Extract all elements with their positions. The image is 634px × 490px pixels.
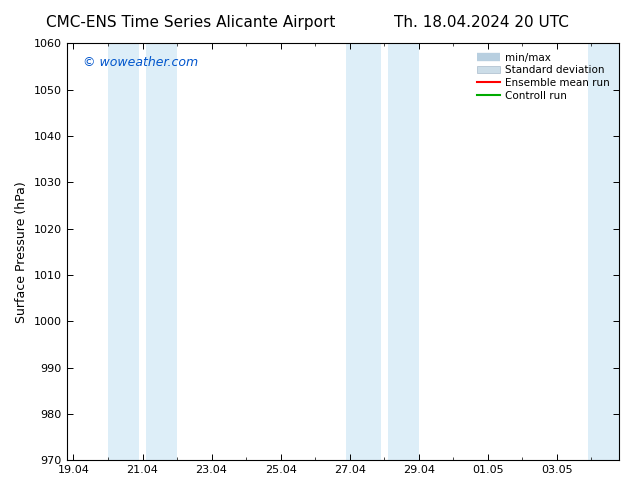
Bar	[387, 44, 418, 460]
Bar	[588, 44, 626, 460]
Bar	[346, 44, 381, 460]
Bar	[108, 44, 139, 460]
Legend: min/max, Standard deviation, Ensemble mean run, Controll run: min/max, Standard deviation, Ensemble me…	[472, 49, 614, 105]
Bar	[146, 44, 177, 460]
Text: Th. 18.04.2024 20 UTC: Th. 18.04.2024 20 UTC	[394, 15, 569, 30]
Y-axis label: Surface Pressure (hPa): Surface Pressure (hPa)	[15, 181, 28, 323]
Text: CMC-ENS Time Series Alicante Airport: CMC-ENS Time Series Alicante Airport	[46, 15, 335, 30]
Text: © woweather.com: © woweather.com	[83, 56, 198, 69]
